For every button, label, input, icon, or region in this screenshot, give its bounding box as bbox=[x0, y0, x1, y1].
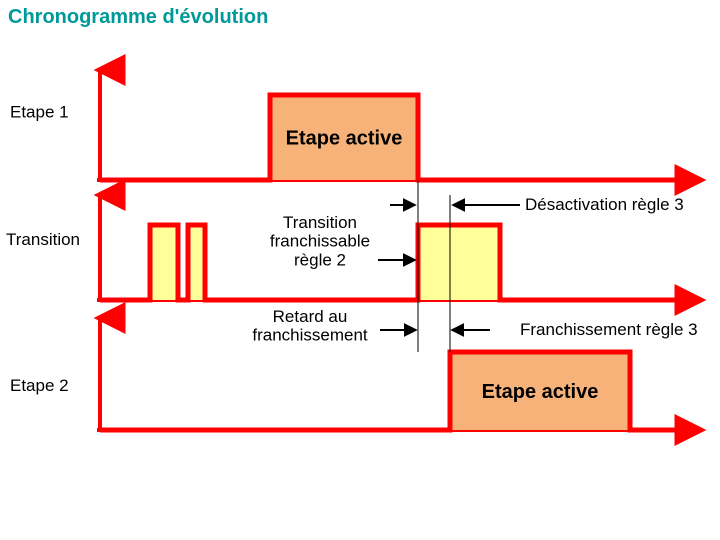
page-title: Chronogramme d'évolution bbox=[8, 6, 268, 29]
row-label-etape2: Etape 2 bbox=[10, 376, 69, 395]
annot-franchissement: Franchissement règle 3 bbox=[520, 320, 698, 339]
chronogram-diagram: Etape 1 Etape active Transition Etape 2 Etap… bbox=[0, 0, 720, 540]
row-label-transition: Transition bbox=[6, 230, 80, 249]
etape1-box-label: Etape active bbox=[286, 128, 403, 150]
transition-pulse-box-2 bbox=[418, 225, 500, 300]
transition-pulse-box-1 bbox=[188, 225, 205, 300]
row-label-etape1: Etape 1 bbox=[10, 103, 69, 122]
transition-pulse-box-0 bbox=[150, 225, 178, 300]
annot-desactivation: Désactivation règle 3 bbox=[525, 195, 684, 214]
transition-pulse bbox=[100, 225, 688, 300]
annot-transition-rule2: Transitionfranchissablerègle 2 bbox=[270, 213, 370, 269]
annot-retard: Retard aufranchissement bbox=[252, 307, 368, 345]
etape2-box-label: Etape active bbox=[482, 381, 599, 403]
